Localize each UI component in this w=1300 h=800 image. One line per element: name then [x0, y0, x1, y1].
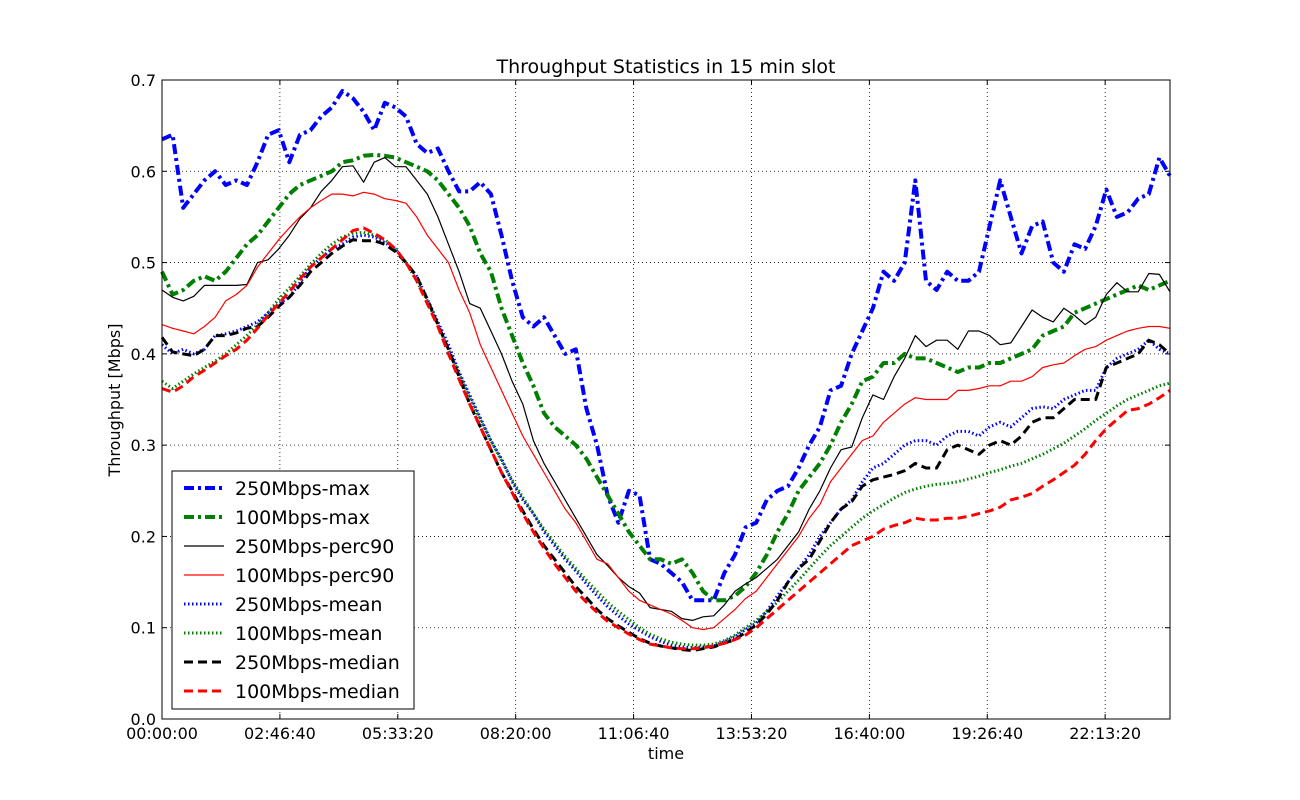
x-tick-label: 19:26:40 [951, 724, 1023, 743]
series-line-100Mbps-median [161, 226, 1171, 651]
series-line-250Mbps-max [161, 89, 1172, 603]
series-lines [160, 89, 1172, 652]
legend-label: 250Mbps-mean [235, 594, 382, 616]
y-tick-label: 0.6 [131, 162, 156, 181]
x-tick-label: 13:53:20 [716, 724, 788, 743]
y-tick-label: 0.2 [131, 527, 156, 546]
legend-box [171, 470, 415, 710]
y-tick-label: 0.5 [131, 254, 156, 273]
series-line-100Mbps-max [160, 152, 1171, 603]
x-tick-label: 00:00:00 [126, 724, 198, 743]
x-tick-label: 05:33:20 [362, 724, 434, 743]
ticks: 00:00:00 02:46:40 05:33:20 08:20:00 11:06:40… [126, 71, 1170, 743]
plot-frame [161, 79, 1171, 720]
legend-label: 100Mbps-perc90 [235, 565, 394, 587]
x-tick-label: 22:13:20 [1069, 724, 1141, 743]
y-tick-label: 0.0 [131, 710, 156, 729]
x-tick-label: 16:40:00 [833, 724, 905, 743]
x-tick-label: 11:06:40 [598, 724, 670, 743]
legend-label: 100Mbps-max [235, 507, 370, 529]
y-tick-label: 0.4 [131, 345, 156, 364]
chart-title: Throughput Statistics in 15 min slot [496, 56, 836, 78]
series-line-250Mbps-perc90 [161, 157, 1171, 622]
y-tick-label: 0.7 [131, 71, 156, 90]
legend-label: 250Mbps-max [235, 478, 370, 500]
series-line-100Mbps-perc90 [161, 191, 1171, 631]
x-tick-label: 02:46:40 [244, 724, 316, 743]
legend: 250Mbps-max 100Mbps-max 250Mbps-perc90 100M… [171, 470, 415, 710]
y-axis-label: Throughput [Mbps] [105, 324, 124, 478]
y-tick-label: 0.1 [131, 619, 156, 638]
legend-label: 250Mbps-perc90 [235, 536, 394, 558]
x-axis-label: time [648, 744, 684, 763]
series-line-100Mbps-mean [161, 230, 1171, 647]
legend-label: 100Mbps-median [235, 681, 400, 703]
legend-label: 250Mbps-median [235, 652, 400, 674]
legend-label: 100Mbps-mean [235, 623, 382, 645]
y-tick-label: 0.3 [131, 436, 156, 455]
x-tick-label: 08:20:00 [480, 724, 552, 743]
series-line-250Mbps-median [160, 238, 1171, 652]
